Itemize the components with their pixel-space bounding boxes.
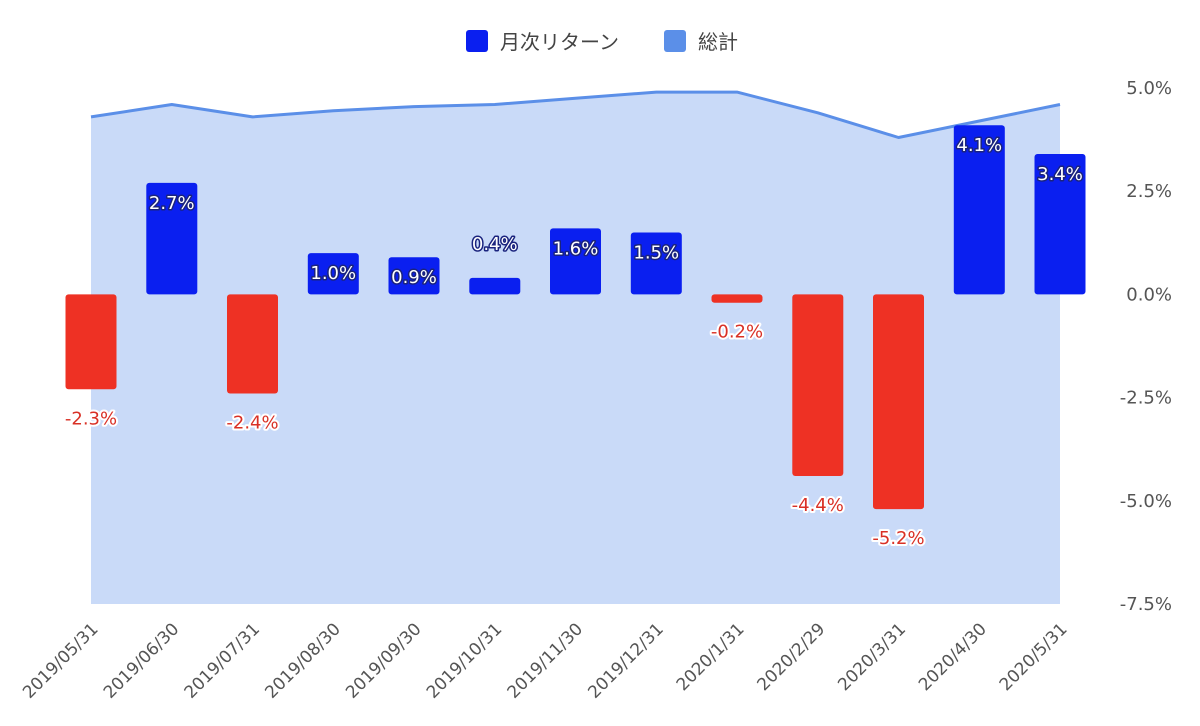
x-tick-label: 2020/3/31	[834, 619, 910, 695]
bar-1[interactable]	[146, 182, 198, 295]
y-axis: 5.0% 2.5% 0.0% -2.5% -5.0% -7.5%	[1120, 78, 1172, 615]
data-label-7: 1.5%	[633, 243, 679, 264]
bar-0[interactable]	[65, 294, 117, 390]
x-tick-label: 2020/4/30	[915, 619, 991, 695]
legend-swatch-total	[664, 30, 686, 52]
bar-9[interactable]	[792, 294, 844, 476]
bar-5[interactable]	[469, 277, 521, 295]
x-tick-label: 2020/1/31	[673, 619, 749, 695]
legend-swatch-monthly	[466, 30, 488, 52]
bar-12[interactable]	[1034, 154, 1086, 295]
bar-2[interactable]	[227, 294, 278, 394]
data-label-0: -2.3%	[65, 408, 117, 429]
bar-3[interactable]	[307, 253, 359, 295]
y-tick-label: 2.5%	[1126, 181, 1172, 202]
data-label-6: 1.6%	[553, 238, 599, 259]
data-label-10: -5.2%	[872, 528, 924, 549]
data-label-8: -0.2%	[711, 322, 763, 343]
legend-label-total: 総計	[698, 30, 738, 54]
x-tick-label: 2019/05/31	[19, 619, 102, 702]
x-axis: 2019/05/312019/06/302019/07/312019/08/30…	[19, 619, 1071, 702]
bar-11[interactable]	[953, 125, 1005, 295]
total-area-fill	[91, 92, 1060, 604]
bar-7[interactable]	[630, 232, 682, 295]
bar-10[interactable]	[873, 294, 924, 510]
x-tick-label: 2019/10/31	[423, 619, 506, 702]
data-labels-layer: -2.3% 2.7% -2.4% 1.0% 0.9% 0.4% 1.6% 1.5% -0.2% -…	[63, 134, 1084, 551]
y-tick-label: -5.0%	[1120, 491, 1172, 512]
x-tick-label: 2019/12/31	[584, 619, 667, 702]
x-tick-label: 2020/5/31	[996, 619, 1072, 695]
data-label-4: 0.9%	[391, 267, 437, 288]
y-tick-label: -7.5%	[1120, 594, 1172, 615]
bar-6[interactable]	[550, 228, 601, 295]
bars-layer	[65, 125, 1086, 510]
x-tick-label: 2020/2/29	[754, 619, 830, 695]
data-label-2: -2.4%	[226, 413, 278, 434]
x-tick-label: 2019/08/30	[261, 619, 344, 702]
y-tick-label: 0.0%	[1126, 284, 1172, 305]
data-label-5: 0.4%	[472, 234, 518, 255]
data-label-12: 3.4%	[1037, 164, 1083, 185]
y-tick-label: -2.5%	[1120, 388, 1172, 409]
y-tick-label: 5.0%	[1126, 78, 1172, 99]
x-tick-label: 2019/07/31	[181, 619, 264, 702]
legend: 月次リターン 総計	[466, 30, 738, 54]
total-area-line	[90, 90, 1061, 139]
data-label-1: 2.7%	[149, 193, 195, 214]
bar-4[interactable]	[388, 257, 440, 295]
bar-8[interactable]	[711, 294, 763, 303]
x-tick-label: 2019/06/30	[100, 619, 183, 702]
legend-label-monthly: 月次リターン	[500, 30, 619, 54]
x-tick-label: 2019/09/30	[342, 619, 425, 702]
data-label-9: -4.4%	[792, 495, 844, 516]
area-layer	[90, 90, 1061, 604]
data-label-3: 1.0%	[310, 263, 356, 284]
data-label-11: 4.1%	[956, 135, 1002, 156]
x-tick-label: 2019/11/30	[504, 619, 587, 702]
